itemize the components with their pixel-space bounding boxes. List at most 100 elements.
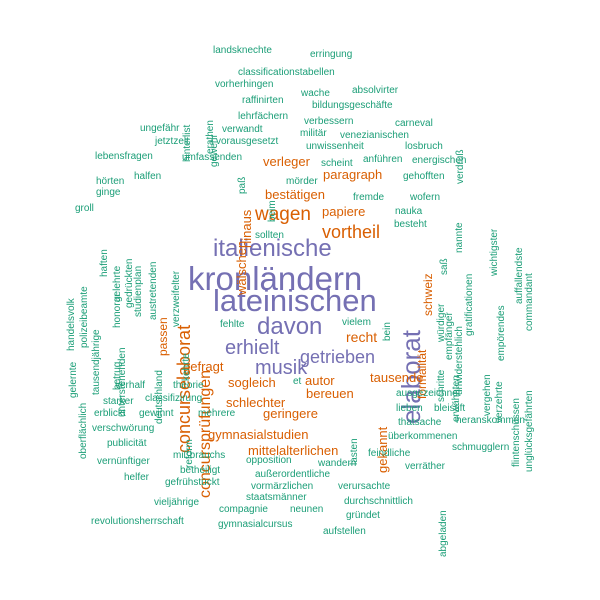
word-recht: recht xyxy=(346,329,378,345)
word-verursachte: verursachte xyxy=(338,481,391,492)
word-honorar: honorar xyxy=(112,293,123,328)
word-flintenschüssen: flintenschüssen xyxy=(511,397,522,467)
word-tausendjährige: tausendjährige xyxy=(91,329,102,395)
word-militär: militär xyxy=(300,128,327,139)
word-neunen: neunen xyxy=(290,504,324,515)
word-wofern: wofern xyxy=(410,192,441,203)
word-venezianischen: venezianischen xyxy=(340,130,409,141)
word-gymnasialstudien: gymnasialstudien xyxy=(208,427,309,442)
word-feindliche: feindliche xyxy=(368,448,411,459)
word-aufstellen: aufstellen xyxy=(323,526,366,537)
word-fehlte: fehlte xyxy=(220,319,245,330)
word-mörder: mörder xyxy=(286,176,318,187)
word-helfer: helfer xyxy=(124,472,150,483)
word-thatsache: thatsache xyxy=(398,417,442,428)
word-verhalf: verhalf xyxy=(115,380,146,391)
word-bein: bein xyxy=(382,322,393,341)
word-landsknechte: landsknechte xyxy=(213,45,272,56)
word-umfassenden: umfassenden xyxy=(182,152,243,163)
word-mehrere: mehrere xyxy=(198,408,236,419)
word-vorausgesetzt: vorausgesetzt xyxy=(216,136,279,147)
word-saß: saß xyxy=(439,257,450,275)
word-oberflächlich: oberflächlich xyxy=(78,402,89,459)
word-verleger: verleger xyxy=(263,154,310,169)
word-außerordentliche: außerordentliche xyxy=(255,469,331,480)
word-bestätigen: bestätigen xyxy=(265,187,325,202)
word-hinaus: hinaus xyxy=(239,209,254,248)
word-erhielt: erhielt xyxy=(225,337,280,359)
word-gymnasialcursus: gymnasialcursus xyxy=(218,519,293,530)
word-musik: musik xyxy=(255,357,308,379)
word-bildungsgeschäfte: bildungsgeschäfte xyxy=(312,100,393,111)
word-scheint: scheint xyxy=(321,158,353,169)
word-kehrte: kehrte xyxy=(181,353,192,381)
word-gefrühstückt: gefrühstückt xyxy=(165,477,220,488)
word-empörendes: empörendes xyxy=(496,305,507,361)
word-classifizirung: classifizirung xyxy=(145,393,203,404)
word-davon: davon xyxy=(257,313,323,340)
word-wälschen: wälschen xyxy=(234,240,249,296)
word-lehrfächern: lehrfächern xyxy=(238,111,289,122)
word-studienplan: studienplan xyxy=(133,265,144,317)
word-vortheil: vortheil xyxy=(322,222,381,242)
word-paß: paß xyxy=(237,176,248,194)
word-energischen: energischen xyxy=(412,155,467,166)
word-vorherhingen: vorherhingen xyxy=(215,79,274,90)
word-lieben: lieben xyxy=(396,403,423,414)
word-unwissenheit: unwissenheit xyxy=(306,141,364,152)
word-hörten: hörten xyxy=(96,176,125,187)
word-vieljährige: vieljährige xyxy=(154,497,200,508)
word-paragraph: paragraph xyxy=(323,167,383,182)
word-wichtigster: wichtigster xyxy=(489,228,500,276)
word-vormärzlichen: vormärzlichen xyxy=(251,481,314,492)
word-commandant: commandant xyxy=(524,273,535,331)
word-vielem: vielem xyxy=(342,317,371,328)
word-geringere: geringere xyxy=(263,406,318,421)
word-vergehen: vergehen xyxy=(482,374,493,416)
word-erringung: erringung xyxy=(310,49,353,60)
word-besteht: besteht xyxy=(394,219,427,230)
word-wagen: wagen xyxy=(255,204,311,225)
word-absolvirter: absolvirter xyxy=(352,85,399,96)
word-betheiligt: betheiligt xyxy=(180,465,221,476)
word-verwandt: verwandt xyxy=(222,124,263,135)
word-classificationstabellen: classificationstabellen xyxy=(238,67,335,78)
word-bereuen: bereuen xyxy=(306,386,354,401)
word-vernünftiger: vernünftiger xyxy=(97,456,150,467)
word-gefragt: gefragt xyxy=(183,359,224,374)
word-überkommenen: überkommenen xyxy=(388,431,458,442)
word-et: et xyxy=(293,376,302,387)
word-verzweifelter: verzweifelter xyxy=(171,270,182,327)
word-polizeibeamte: polizeibeamte xyxy=(79,285,90,348)
word-kronländern: kronländern xyxy=(188,260,363,297)
word-sogleich: sogleich xyxy=(228,375,276,390)
word-verbessern: verbessern xyxy=(304,116,354,127)
word-fremde: fremde xyxy=(353,192,385,203)
word-wache: wache xyxy=(301,88,330,99)
word-ausgezeichnet: ausgezeichnet xyxy=(396,388,461,399)
word-papiere: papiere xyxy=(322,204,366,219)
word-schlechter: schlechter xyxy=(226,395,286,410)
word-heranskommen: heranskommen xyxy=(456,415,525,426)
word-autor: autor xyxy=(305,373,335,388)
word-groll: groll xyxy=(75,203,94,214)
word-raffinirten: raffinirten xyxy=(242,95,284,106)
word-gelernte: gelernte xyxy=(68,361,79,398)
word-publicität: publicität xyxy=(107,438,147,449)
word-starker: starker xyxy=(103,396,134,407)
word-italienische: italienische xyxy=(213,235,332,262)
word-mittelalterlichen: mittelalterlichen xyxy=(248,443,339,458)
word-haften: haften xyxy=(99,249,110,277)
word-nauka: nauka xyxy=(395,206,423,217)
word-unglücksgefährten: unglücksgefährten xyxy=(524,389,535,472)
word-halfen: halfen xyxy=(134,171,162,182)
word-austretenden: austretenden xyxy=(148,261,159,320)
word-ginge: ginge xyxy=(96,187,121,198)
word-gehofften: gehofften xyxy=(403,171,445,182)
word-gewinnt: gewinnt xyxy=(139,408,174,419)
word-verräther: verräther xyxy=(405,461,446,472)
word-jetztzeit: jetztzeit xyxy=(155,136,189,147)
word-lateinischen: lateinischen xyxy=(213,283,377,318)
word-schweiz: schweiz xyxy=(421,273,435,317)
